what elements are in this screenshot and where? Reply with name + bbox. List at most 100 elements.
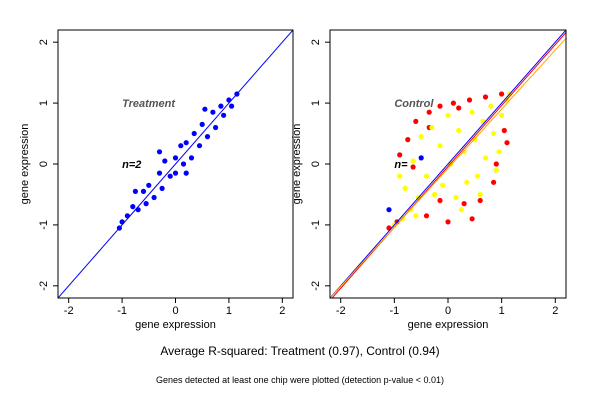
data-point <box>437 143 443 149</box>
y-tick-label: 2 <box>310 39 322 45</box>
data-point <box>183 140 189 146</box>
data-point <box>429 124 435 131</box>
data-point <box>183 170 189 176</box>
x-tick-label: 2 <box>552 305 558 317</box>
data-point <box>151 194 157 201</box>
data-point <box>397 173 403 179</box>
x-tick-label: 0 <box>445 305 451 317</box>
x-tick-label: 0 <box>172 305 178 317</box>
x-tick-label: -2 <box>336 305 346 317</box>
data-point <box>188 155 195 161</box>
data-point <box>124 213 130 219</box>
data-point <box>132 188 138 194</box>
data-point <box>491 130 497 137</box>
y-axis-title: gene expression <box>291 124 303 205</box>
data-point <box>146 182 152 188</box>
data-point <box>432 191 438 198</box>
points-group <box>386 91 513 231</box>
reference-line <box>330 30 566 298</box>
y-tick-label: -2 <box>310 281 322 291</box>
data-point <box>461 201 467 207</box>
data-point <box>226 97 232 103</box>
data-point <box>402 185 408 191</box>
panel-label: Treatment <box>122 98 176 110</box>
y-axis-title: gene expression <box>19 124 31 205</box>
data-point <box>461 149 467 155</box>
data-point <box>423 213 430 219</box>
data-point <box>386 225 392 231</box>
data-point <box>156 149 163 155</box>
data-point <box>172 155 179 161</box>
data-point <box>159 185 165 191</box>
data-point <box>469 109 475 115</box>
n-label: n= <box>394 159 408 171</box>
data-point <box>464 179 470 185</box>
reference-line <box>330 37 566 298</box>
average-r-squared-caption: Average R-squared: Treatment (0.97), Con… <box>160 344 440 358</box>
n-label: n=2 <box>122 159 141 171</box>
y-tick-label: -1 <box>310 220 322 230</box>
data-point <box>130 204 136 210</box>
data-point <box>199 121 205 127</box>
y-tick-label: 0 <box>310 161 322 167</box>
data-point <box>178 143 184 149</box>
data-point <box>501 127 507 134</box>
data-point <box>213 124 219 131</box>
data-point <box>229 103 235 109</box>
data-point <box>493 167 499 173</box>
data-point <box>143 201 149 207</box>
data-point <box>504 140 510 146</box>
x-tick-label: 1 <box>226 305 232 317</box>
data-point <box>491 179 497 185</box>
data-point <box>450 100 456 106</box>
data-point <box>477 191 483 198</box>
detection-note-caption: Genes detected at least one chip were pl… <box>156 375 444 385</box>
data-point <box>493 161 499 167</box>
y-tick-label: 0 <box>38 161 50 167</box>
x-axis-title: gene expression <box>408 319 489 331</box>
data-point <box>204 134 211 140</box>
data-point <box>162 158 168 164</box>
points-group <box>116 91 240 231</box>
x-tick-label: 1 <box>499 305 505 317</box>
data-point <box>474 173 481 179</box>
data-point <box>469 216 475 222</box>
data-point <box>210 109 216 115</box>
data-point <box>156 170 163 176</box>
data-point <box>477 197 483 204</box>
data-point <box>453 194 459 201</box>
data-point <box>386 207 392 213</box>
data-point <box>167 173 173 179</box>
y-tick-label: -2 <box>38 281 50 291</box>
data-point <box>426 109 432 115</box>
data-point <box>397 152 403 158</box>
data-point <box>499 91 505 97</box>
x-axis-title: gene expression <box>135 319 216 331</box>
data-point <box>405 137 411 143</box>
y-tick-label: -1 <box>38 220 50 230</box>
scatter-panel-2: -2 -1 0 1 2 -2 -1 0 1 2 gene expression gene expres… <box>291 29 567 331</box>
data-point <box>440 182 446 188</box>
reference-line <box>331 32 566 298</box>
data-point <box>480 118 486 124</box>
data-point <box>488 103 494 109</box>
data-point <box>445 219 451 225</box>
data-point <box>423 173 430 179</box>
data-point <box>202 106 208 112</box>
data-point <box>466 97 473 103</box>
data-point <box>418 134 424 140</box>
y-tick-label: 2 <box>38 39 50 45</box>
data-point <box>410 164 416 170</box>
data-point <box>180 161 187 167</box>
data-point <box>218 103 224 109</box>
x-tick-label: 2 <box>279 305 285 317</box>
data-point <box>456 127 462 134</box>
data-point <box>413 118 419 124</box>
data-point <box>221 112 227 118</box>
data-point <box>140 188 147 194</box>
data-point <box>413 213 419 219</box>
data-point <box>482 155 489 161</box>
data-point <box>496 149 502 155</box>
data-point <box>482 94 489 100</box>
